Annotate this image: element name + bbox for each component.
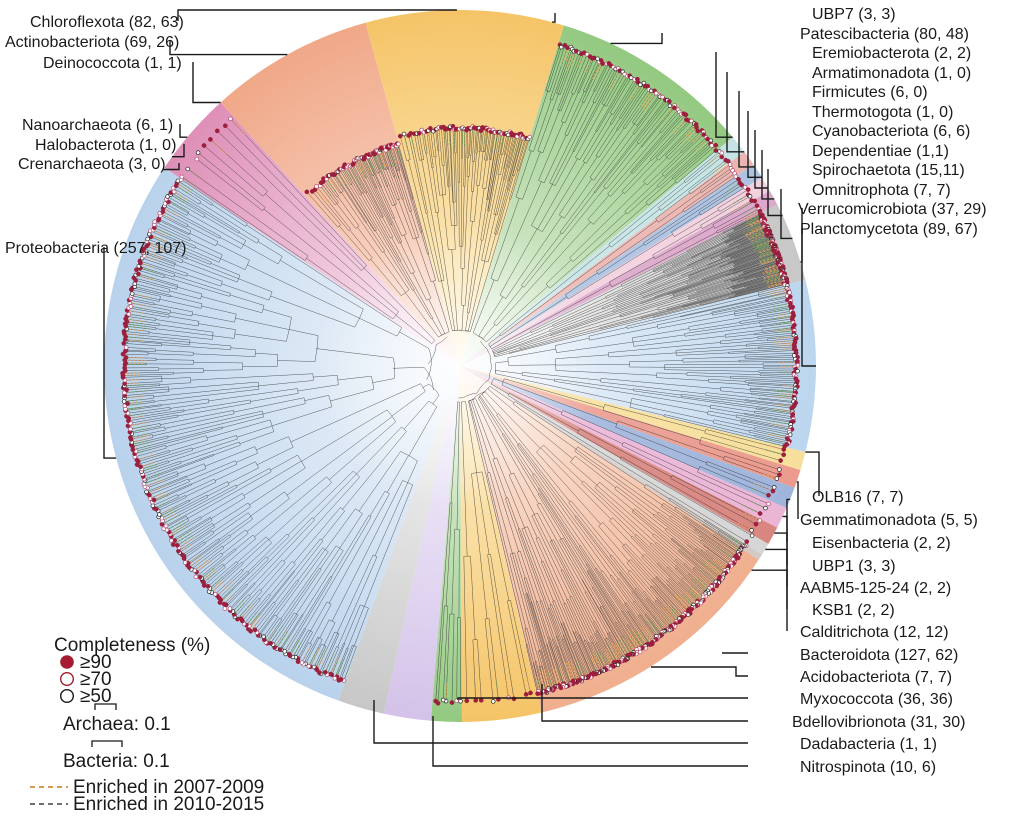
- svg-text:Actinobacteriota (69, 26): Actinobacteriota (69, 26): [5, 34, 179, 51]
- svg-text:Bacteria: 0.1: Bacteria: 0.1: [63, 751, 170, 772]
- svg-text:Verrucomicrobiota (37, 29): Verrucomicrobiota (37, 29): [798, 201, 987, 218]
- svg-text:Firmicutes (6, 0): Firmicutes (6, 0): [812, 84, 928, 101]
- svg-text:Enriched in 2010-2015: Enriched in 2010-2015: [73, 794, 264, 815]
- svg-text:Planctomycetota (89, 67): Planctomycetota (89, 67): [800, 221, 978, 238]
- svg-text:Cyanobacteriota (6, 6): Cyanobacteriota (6, 6): [812, 123, 970, 140]
- svg-text:Deinococcota (1, 1): Deinococcota (1, 1): [43, 55, 182, 72]
- svg-text:Eisenbacteria (2, 2): Eisenbacteria (2, 2): [812, 535, 951, 552]
- svg-text:UBP1 (3, 3): UBP1 (3, 3): [812, 558, 896, 575]
- svg-text:UBP7 (3, 3): UBP7 (3, 3): [812, 6, 896, 23]
- svg-text:Patescibacteria (80, 48): Patescibacteria (80, 48): [800, 26, 969, 43]
- svg-text:Nitrospinota (10, 6): Nitrospinota (10, 6): [800, 759, 936, 776]
- svg-text:Spirochaetota (15,11): Spirochaetota (15,11): [812, 162, 965, 179]
- svg-text:Thermotogota (1, 0): Thermotogota (1, 0): [812, 104, 953, 121]
- svg-text:Completeness (%): Completeness (%): [54, 635, 210, 656]
- svg-text:Halobacterota (1, 0): Halobacterota (1, 0): [35, 137, 176, 154]
- svg-text:Nanoarchaeota (6, 1): Nanoarchaeota (6, 1): [22, 117, 173, 134]
- svg-text:Omnitrophota (7, 7): Omnitrophota (7, 7): [812, 182, 951, 199]
- svg-text:Bdellovibrionota (31, 30): Bdellovibrionota (31, 30): [792, 714, 965, 731]
- svg-text:Calditrichota (12, 12): Calditrichota (12, 12): [800, 624, 949, 641]
- svg-text:Acidobacteriota (7, 7): Acidobacteriota (7, 7): [800, 669, 952, 686]
- svg-text:Bacteroidota (127, 62): Bacteroidota (127, 62): [800, 647, 958, 664]
- svg-text:AABM5-125-24 (2, 2): AABM5-125-24 (2, 2): [800, 580, 951, 597]
- svg-text:KSB1 (2, 2): KSB1 (2, 2): [812, 602, 895, 619]
- svg-text:Dependentiae (1,1): Dependentiae (1,1): [812, 143, 949, 160]
- svg-text:Armatimonadota (1, 0): Armatimonadota (1, 0): [812, 65, 971, 82]
- svg-text:Chloroflexota (82, 63): Chloroflexota (82, 63): [30, 14, 184, 31]
- svg-text:Gemmatimonadota (5, 5): Gemmatimonadota (5, 5): [800, 512, 978, 529]
- svg-text:Proteobacteria (257, 107): Proteobacteria (257, 107): [5, 240, 186, 257]
- svg-text:Myxococcota (36, 36): Myxococcota (36, 36): [800, 691, 953, 708]
- svg-text:Eremiobacterota (2, 2): Eremiobacterota (2, 2): [812, 45, 971, 62]
- svg-text:Archaea: 0.1: Archaea: 0.1: [63, 714, 171, 735]
- svg-text:OLB16 (7, 7): OLB16 (7, 7): [812, 489, 904, 506]
- svg-text:Crenarchaeota (3, 0): Crenarchaeota (3, 0): [18, 156, 166, 173]
- svg-text:Dadabacteria (1, 1): Dadabacteria (1, 1): [800, 736, 937, 753]
